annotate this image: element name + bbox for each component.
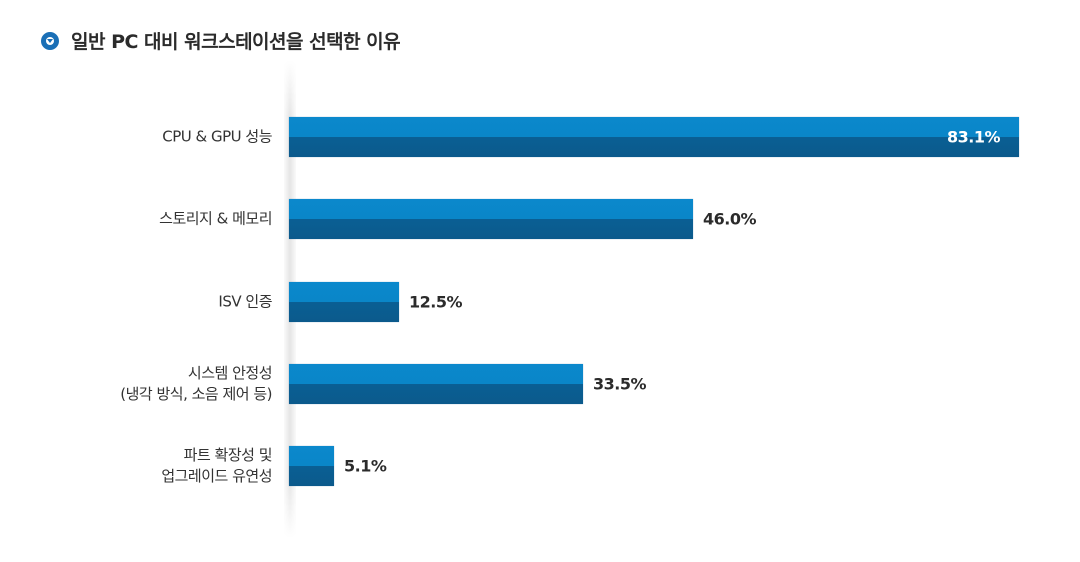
bar-row: 시스템 안정성 (냉각 방식, 소음 제어 등) 33.5%	[0, 364, 1080, 404]
bar-row: CPU & GPU 성능 83.1%	[0, 117, 1080, 157]
category-label: 스토리지 & 메모리	[159, 209, 272, 228]
value-label: 46.0%	[703, 209, 757, 229]
bar-row: 파트 확장성 및 업그레이드 유연성 5.1%	[0, 446, 1080, 486]
bar	[289, 199, 693, 239]
value-label: 5.1%	[344, 456, 387, 476]
circle-down-arrow-icon	[41, 31, 59, 50]
bar	[289, 117, 1019, 157]
category-label: 시스템 안정성 (냉각 방식, 소음 제어 등)	[120, 364, 272, 403]
bar	[289, 364, 583, 404]
bar	[289, 282, 399, 322]
chart-title: 일반 PC 대비 워크스테이션을 선택한 이유	[71, 31, 401, 53]
category-label: CPU & GPU 성능	[162, 127, 272, 146]
value-label: 33.5%	[593, 374, 647, 394]
category-label: ISV 인증	[218, 292, 272, 311]
bar	[289, 446, 334, 486]
value-label: 83.1%	[947, 127, 1001, 147]
bar-row: 스토리지 & 메모리 46.0%	[0, 199, 1080, 239]
value-label: 12.5%	[409, 292, 463, 312]
category-label: 파트 확장성 및 업그레이드 유연성	[161, 446, 272, 485]
bar-row: ISV 인증 12.5%	[0, 282, 1080, 322]
chart-header: 일반 PC 대비 워크스테이션을 선택한 이유	[41, 27, 401, 54]
